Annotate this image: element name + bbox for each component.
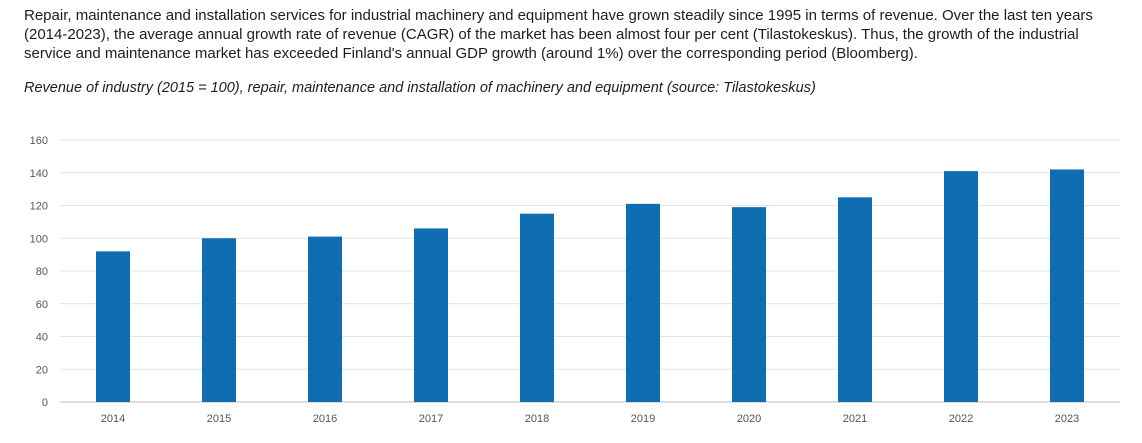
bar-2014[interactable]: [96, 251, 130, 402]
x-tick-label: 2023: [1055, 413, 1079, 425]
x-tick-label: 2017: [419, 413, 443, 425]
x-tick-label: 2019: [631, 413, 655, 425]
bar-2022[interactable]: [944, 171, 978, 402]
y-tick-label: 40: [36, 332, 48, 344]
y-tick-label: 60: [36, 299, 48, 311]
bar-2018[interactable]: [520, 213, 554, 402]
bar-2015[interactable]: [202, 238, 236, 402]
x-tick-label: 2022: [949, 413, 973, 425]
x-tick-label: 2020: [737, 413, 761, 425]
bars: [96, 169, 1084, 402]
bar-2023[interactable]: [1050, 169, 1084, 402]
x-tick-label: 2016: [313, 413, 337, 425]
y-tick-label: 140: [30, 168, 48, 180]
intro-paragraph: Repair, maintenance and installation ser…: [24, 7, 1093, 62]
y-tick-label: 100: [30, 233, 48, 245]
y-tick-label: 0: [42, 397, 48, 409]
bar-2016[interactable]: [308, 236, 342, 402]
y-tick-label: 160: [30, 135, 48, 147]
x-tick-label: 2021: [843, 413, 867, 425]
y-tick-label: 20: [36, 364, 48, 376]
x-axis-ticks: 2014 2015 2016 2017 2018 2019 2020 2021 2022 2023: [101, 413, 1079, 425]
x-tick-label: 2014: [101, 413, 125, 425]
bar-2017[interactable]: [414, 228, 448, 402]
bar-2021[interactable]: [838, 197, 872, 402]
bar-2020[interactable]: [732, 207, 766, 402]
bar-2019[interactable]: [626, 203, 660, 402]
y-tick-label: 80: [36, 266, 48, 278]
y-tick-label: 120: [30, 201, 48, 213]
y-axis-ticks: 0 20 40 60 80 100 120 140 160: [30, 135, 48, 409]
x-tick-label: 2018: [525, 413, 549, 425]
x-tick-label: 2015: [207, 413, 231, 425]
chart-caption: Revenue of industry (2015 = 100), repair…: [24, 80, 816, 96]
gridlines: [60, 139, 1120, 403]
